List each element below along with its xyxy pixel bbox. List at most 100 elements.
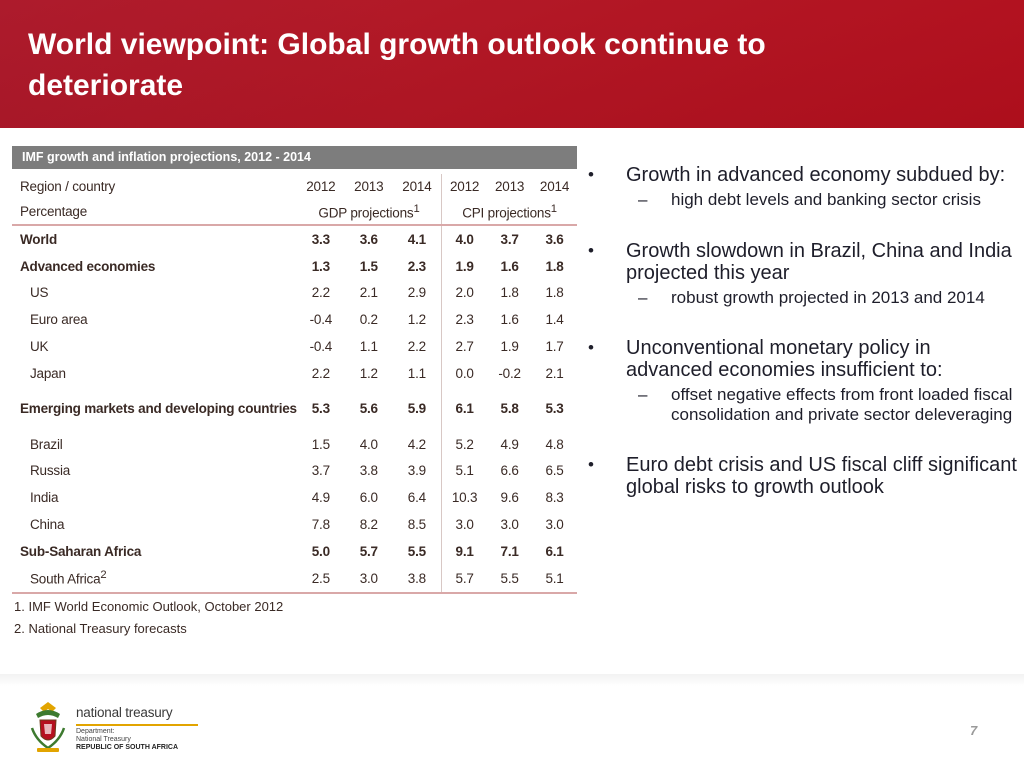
table-row: India 4.9 6.0 6.4 10.3 9.6 8.3 [12, 484, 577, 512]
gdp-value: 2.2 [311, 285, 330, 301]
sub-bullet-text: robust growth projected in 2013 and 2014 [671, 287, 985, 307]
cpi-value: 1.8 [545, 285, 564, 301]
header-year: 2014 [539, 179, 570, 194]
sub-bullet-item: – offset negative effects from front load… [626, 385, 1018, 424]
sub-bullet-text: high debt levels and banking sector cris… [671, 190, 981, 209]
sub-bullet-item: – high debt levels and banking sector cri… [626, 190, 1018, 210]
cpi-value: 3.6 [545, 231, 564, 247]
cpi-value: 4.9 [500, 436, 519, 452]
gdp-value: 6.4 [407, 490, 426, 506]
cpi-value: 1.4 [545, 312, 564, 328]
cpi-value: 5.8 [500, 400, 519, 416]
gdp-value: 2.5 [296, 564, 345, 594]
cpi-value: 1.8 [500, 285, 519, 301]
bullet-text: Growth in advanced economy subdued by: [626, 164, 1006, 186]
gdp-value: 6.0 [359, 490, 378, 506]
row-name: South Africa2 [12, 564, 297, 594]
row-name-text: China [30, 517, 65, 533]
table-row: US 2.2 2.1 2.9 2.0 1.8 1.8 [12, 279, 577, 307]
cpi-value: 5.1 [532, 564, 577, 594]
gdp-value: 3.8 [359, 463, 378, 479]
gdp-value: 3.7 [311, 463, 330, 479]
gdp-value: 3.3 [311, 231, 330, 247]
bullet-marker: • [588, 455, 594, 474]
page-number: 7 [970, 723, 978, 738]
cpi-value: -0.2 [498, 365, 521, 381]
gdp-value: 1.1 [407, 365, 426, 381]
logo-rule [76, 724, 198, 726]
table-row: Sub-Saharan Africa 5.0 5.7 5.5 9.1 7.1 6.1 [12, 537, 577, 565]
cpi-value: 3.0 [441, 511, 488, 538]
cpi-value: 6.5 [545, 463, 564, 479]
gdp-value: 8.2 [359, 517, 378, 533]
gdp-value: 1.5 [359, 258, 378, 274]
bullet-marker: • [588, 165, 594, 184]
cpi-value: 5.7 [441, 564, 488, 594]
cpi-value: 1.9 [500, 339, 519, 355]
cpi-value: 10.3 [441, 484, 488, 512]
cpi-value: 5.1 [441, 457, 488, 485]
gdp-value: 3.9 [407, 463, 426, 479]
header-row-years: Region / country 2012 2013 2014 2012 201… [12, 174, 577, 199]
coat-of-arms-icon [30, 702, 66, 752]
table-row: South Africa2 2.5 3.0 3.8 5.7 5.5 5.1 [12, 564, 577, 594]
gdp-value: 2.2 [407, 339, 426, 355]
gdp-value: 2.9 [407, 285, 426, 301]
cpi-group-note: 1 [550, 202, 557, 215]
row-name: India [12, 484, 297, 511]
gdp-value: 2.3 [407, 258, 426, 274]
gdp-value: 1.5 [311, 436, 330, 452]
row-name-text: Sub-Saharan Africa [20, 543, 142, 559]
cpi-value: 2.1 [545, 365, 564, 381]
table-notes: 1. IMF World Economic Outlook, October 2… [14, 596, 283, 640]
row-name-text: Japan [30, 365, 66, 381]
header-year: 2013 [354, 179, 384, 194]
bullet-text: Unconventional monetary policy in advanc… [626, 337, 943, 381]
logo-dept-line: Department: [76, 728, 115, 735]
bullet-text: Euro debt crisis and US fiscal cliff sig… [626, 454, 1017, 498]
gdp-value: 2.2 [311, 365, 330, 381]
table-row: UK -0.4 1.1 2.2 2.7 1.9 1.7 [12, 333, 577, 360]
gdp-value: 4.0 [359, 436, 378, 452]
logo-country: REPUBLIC OF SOUTH AFRICA [76, 744, 179, 751]
sub-bullet-marker: – [638, 287, 648, 307]
row-name-text: Advanced economies [20, 258, 156, 274]
cpi-value: 0.0 [441, 359, 488, 387]
imf-projections-table: Region / country 2012 2013 2014 2012 201… [12, 174, 577, 594]
row-name-note: 2 [100, 569, 107, 582]
gdp-value: 0.2 [359, 312, 378, 328]
header-year: 2013 [495, 179, 525, 194]
row-name-text: Brazil [30, 436, 63, 452]
gdp-value: -0.4 [309, 312, 333, 328]
header-region-label: Region / country [20, 179, 116, 194]
gdp-value: 1.1 [359, 339, 378, 355]
gdp-group-label: GDP projections [318, 205, 414, 221]
gdp-value: 1.2 [407, 312, 426, 328]
row-name: World [12, 225, 297, 253]
cpi-value: 3.0 [545, 517, 564, 533]
national-treasury-logo: national treasury Department: National T… [28, 698, 198, 756]
logo-dept-line: National Treasury [76, 736, 131, 743]
cpi-value: 6.1 [441, 386, 488, 431]
gdp-value: 1.2 [359, 365, 378, 381]
header-year: 2012 [441, 174, 488, 199]
table-row: China 7.8 8.2 8.5 3.0 3.0 3.0 [12, 511, 577, 538]
bullet-marker: • [588, 338, 594, 357]
row-name-text: UK [30, 339, 49, 355]
cpi-value: 9.6 [500, 490, 519, 506]
table-row: Emerging markets and developing countrie… [12, 386, 577, 431]
table-row: Advanced economies 1.3 1.5 2.3 1.9 1.6 1.8 [12, 252, 577, 280]
table-note: 1. IMF World Economic Outlook, October 2… [14, 599, 284, 614]
row-name: Euro area [12, 306, 297, 333]
gdp-group-note: 1 [413, 202, 420, 215]
cpi-value: 9.1 [441, 537, 488, 565]
table-row: World 3.3 3.6 4.1 4.0 3.7 3.6 [12, 225, 577, 253]
slide-title: World viewpoint: Global growth outlook c… [28, 28, 766, 102]
header-row-groups: Percentage GDP projections1 CPI projecti… [12, 199, 577, 226]
cpi-value: 2.7 [441, 333, 488, 360]
table-row: Euro area -0.4 0.2 1.2 2.3 1.6 1.4 [12, 306, 577, 334]
gdp-value: 3.0 [344, 564, 393, 594]
bullet-text: Growth slowdown in Brazil, China and Ind… [626, 239, 1012, 284]
gdp-value: 5.0 [311, 543, 330, 559]
sub-bullet-text: offset negative effects from front loade… [671, 385, 1013, 424]
